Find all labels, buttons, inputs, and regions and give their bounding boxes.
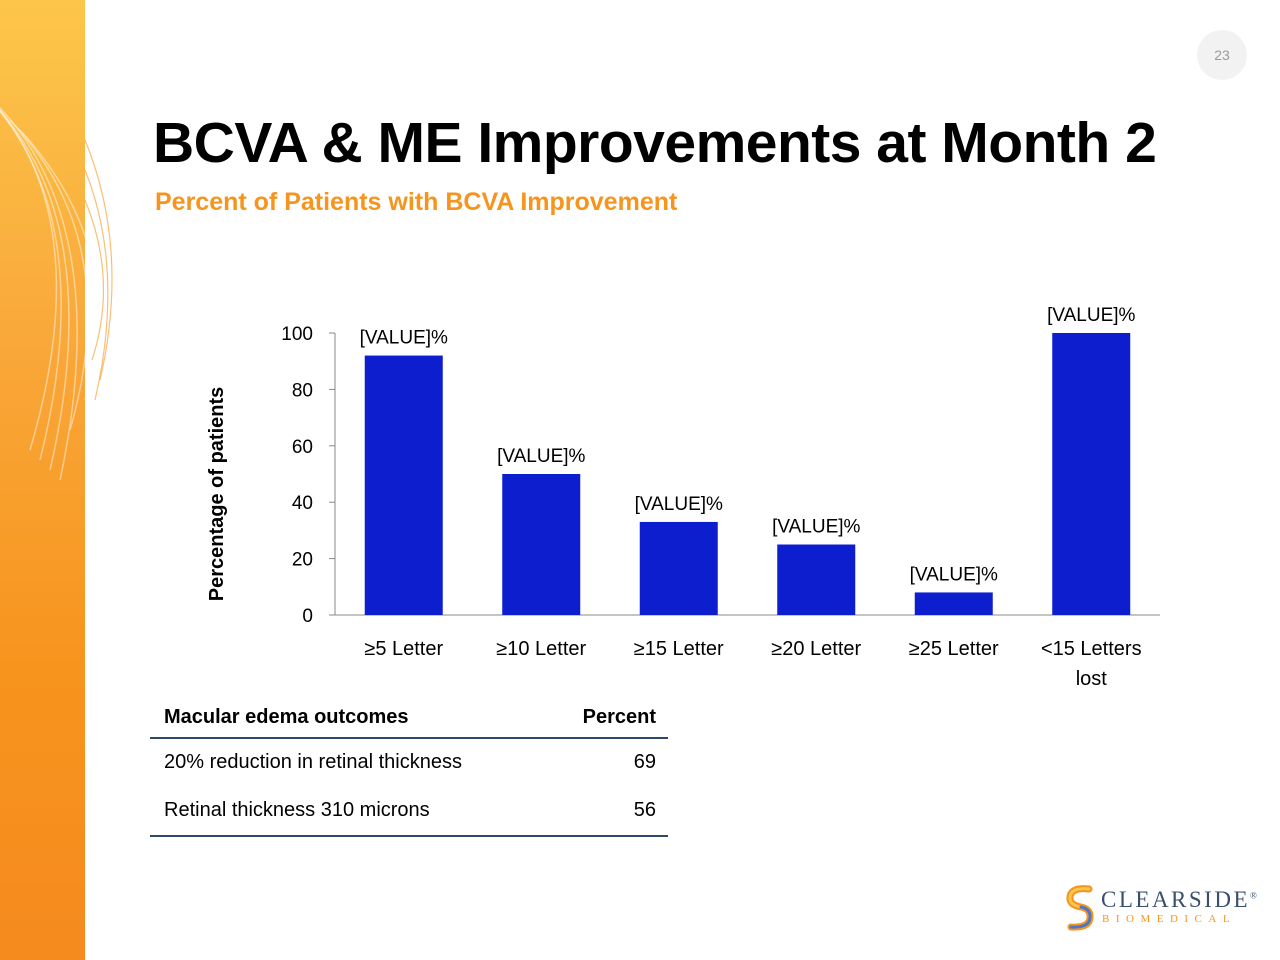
table-cell-percent: 69 (633, 751, 656, 773)
chart-subtitle: Percent of Patients with BCVA Improvemen… (155, 188, 678, 216)
data-label: [VALUE]% (1047, 305, 1135, 326)
data-label: [VALUE]% (635, 494, 723, 515)
table-header-row: Macular edema outcomes Percent (150, 700, 668, 739)
y-tick-label: 0 (302, 606, 313, 627)
table-header-percent: Percent (546, 700, 668, 739)
table-header-outcome: Macular edema outcomes (150, 700, 547, 739)
page-number: 23 (1197, 30, 1247, 80)
clearside-logo-mark-icon (1066, 885, 1094, 931)
bar (639, 521, 718, 615)
y-axis-label: Percentage of patients (206, 387, 228, 602)
x-tick-label: ≥15 Letter (634, 638, 724, 660)
table-cell-outcome: 20% reduction in retinal thickness (164, 751, 462, 773)
decorative-side-band (0, 0, 85, 960)
data-label: [VALUE]% (360, 328, 448, 349)
x-tick-label: ≥20 Letter (771, 638, 861, 660)
logo-wordmark: CLEARSIDE® (1101, 887, 1260, 912)
x-tick-label: lost (1076, 668, 1108, 690)
table-cell-percent: 56 (546, 787, 668, 837)
bar (364, 355, 443, 615)
table-row: 20% reduction in retinal thickness 69 (150, 738, 668, 787)
logo-subtext: BIOMEDICAL (1102, 913, 1237, 925)
bar (914, 592, 993, 615)
x-tick-label: ≥10 Letter (496, 638, 586, 660)
y-tick-label: 60 (292, 437, 313, 458)
x-tick-label: <15 Letters (1041, 638, 1142, 660)
slide-title: BCVA & ME Improvements at Month 2 (153, 111, 1157, 175)
bar (1052, 333, 1131, 615)
x-tick-label: ≥25 Letter (909, 638, 999, 660)
y-tick-label: 100 (281, 324, 313, 345)
clearside-logo: CLEARSIDE® BIOMEDICAL (1065, 885, 1257, 935)
bcva-bar-chart: Percentage of patients 0 20 40 60 80 100 [VALUE… (206, 305, 1160, 690)
data-label: [VALUE]% (772, 517, 860, 538)
table-cell-outcome: Retinal thickness 310 microns (150, 787, 547, 837)
x-tick-label: ≥5 Letter (364, 638, 443, 660)
y-tick-label: 40 (292, 493, 313, 514)
sun-rays-decoration (0, 106, 113, 481)
y-tick-label: 80 (292, 380, 313, 401)
macular-edema-table: Macular edema outcomes Percent 20% reduc… (150, 700, 668, 837)
bar (502, 474, 581, 615)
data-label: [VALUE]% (497, 446, 585, 467)
table-row: Retinal thickness 310 microns 56 (150, 787, 668, 837)
y-tick-label: 20 (292, 550, 313, 571)
data-label: [VALUE]% (910, 564, 998, 585)
bar (777, 544, 856, 615)
